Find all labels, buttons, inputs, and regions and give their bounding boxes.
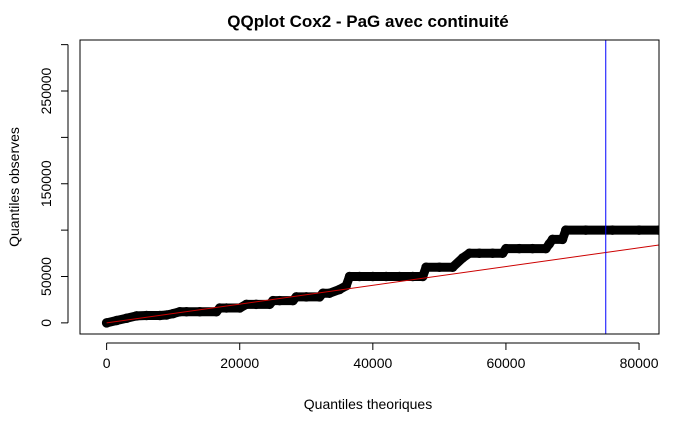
qq-point: [501, 243, 511, 254]
x-tick-label: 60000: [486, 355, 525, 371]
qq-point: [344, 271, 355, 282]
y-tick-label: 250000: [38, 67, 54, 114]
qq-point: [368, 271, 378, 282]
qq-point: [354, 271, 365, 282]
x-tick-label: 0: [103, 355, 111, 371]
qq-point: [341, 281, 351, 291]
qq-point: [408, 271, 418, 282]
qq-point: [581, 225, 591, 235]
x-tick-label: 20000: [220, 355, 259, 371]
x-tick-label: 80000: [620, 355, 659, 371]
qq-point: [557, 234, 568, 245]
qq-point: [527, 243, 538, 254]
qq-point: [221, 303, 232, 313]
x-axis: 0 20000 40000 60000 80000: [103, 342, 659, 371]
qq-point: [634, 225, 644, 235]
qq-point: [131, 311, 142, 321]
qq-point: [394, 271, 405, 282]
chart-title: QQplot Cox2 - PaG avec continuité: [227, 12, 509, 31]
x-tick-label: 40000: [353, 355, 392, 371]
qq-point: [464, 248, 475, 259]
reference-line: [106, 244, 659, 324]
qq-point: [274, 295, 285, 306]
x-axis-title: Quantiles theoriques: [304, 396, 432, 412]
qq-point: [434, 262, 445, 272]
qq-point: [457, 253, 468, 263]
y-tick-label: 150000: [38, 160, 54, 207]
qq-point: [121, 313, 132, 323]
y-axis: 0 50000 150000 250000: [38, 44, 69, 327]
qq-point: [547, 234, 558, 245]
qq-point: [421, 262, 431, 272]
qq-point: [195, 306, 205, 317]
qq-point: [487, 248, 498, 259]
qq-point: [561, 225, 571, 235]
y-tick-label: 0: [38, 319, 54, 327]
qq-point: [447, 262, 458, 272]
qq-point: [141, 310, 152, 321]
plot-frame: [79, 39, 660, 335]
qq-point: [101, 318, 112, 328]
qq-point: [607, 225, 618, 235]
y-axis-title: Quantiles observes: [6, 127, 22, 247]
qq-point: [301, 292, 312, 302]
qq-point: [215, 303, 225, 313]
qq-point: [417, 271, 428, 282]
qq-point: [241, 299, 252, 310]
qq-point: [324, 288, 335, 298]
qq-point: [474, 248, 485, 259]
qq-point: [654, 225, 659, 235]
qq-point: [381, 271, 391, 282]
y-tick-label: 50000: [38, 257, 54, 296]
qq-point: [251, 299, 262, 310]
qq-point: [514, 243, 524, 254]
qq-point: [268, 295, 278, 306]
